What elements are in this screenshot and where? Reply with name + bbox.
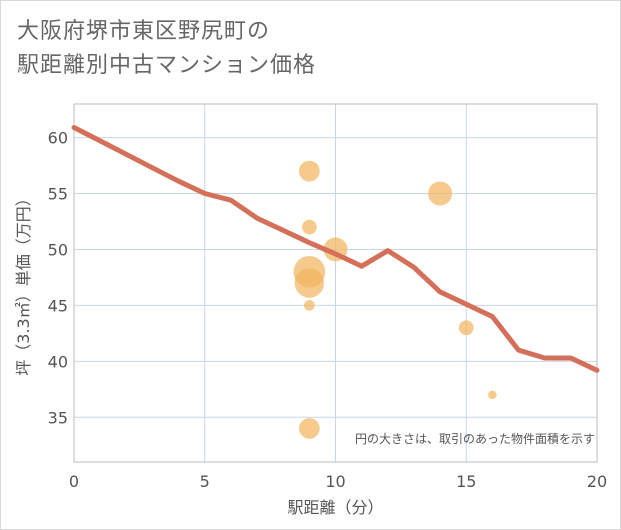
x-tick-label: 5 (200, 472, 210, 491)
y-axis-ticks: 35 40 45 50 55 60 (48, 129, 68, 428)
trend-line (71, 125, 600, 373)
y-axis-label: 坪（3.3㎡）単価（万円） (14, 190, 33, 375)
x-tick-label: 10 (325, 472, 345, 491)
bubble-point (302, 219, 317, 235)
y-tick-label: 60 (48, 129, 68, 148)
y-tick-label: 45 (48, 296, 68, 315)
bubble-point (294, 268, 325, 298)
bubble-point (298, 418, 320, 439)
plot-area-border (73, 103, 598, 463)
chart-title-line1: 大阪府堺市東区野尻町の (17, 19, 271, 44)
bubble-size-note: 円の大きさは、取引のあった物件面積を示す (355, 431, 595, 446)
y-tick-label: 40 (48, 352, 68, 371)
bubble-point (458, 320, 474, 336)
x-tick-label: 0 (69, 472, 79, 491)
x-tick-label: 20 (587, 472, 607, 491)
bubble-point (488, 390, 497, 400)
bubble-point (298, 160, 320, 182)
x-tick-label: 15 (456, 472, 476, 491)
y-tick-label: 35 (48, 408, 68, 427)
x-axis-label: 駅距離（分） (287, 498, 383, 517)
bubble-series (293, 160, 497, 439)
bubble-point (428, 181, 453, 206)
bubble-point (303, 300, 315, 311)
x-axis-ticks: 0 5 10 15 20 (69, 472, 607, 491)
chart-title: 大阪府堺市東区野尻町の 駅距離別中古マンション価格 (17, 15, 316, 83)
y-tick-label: 55 (48, 185, 68, 204)
chart-title-line2: 駅距離別中古マンション価格 (17, 53, 317, 78)
y-tick-label: 50 (48, 240, 68, 259)
grid-lines (74, 104, 597, 462)
